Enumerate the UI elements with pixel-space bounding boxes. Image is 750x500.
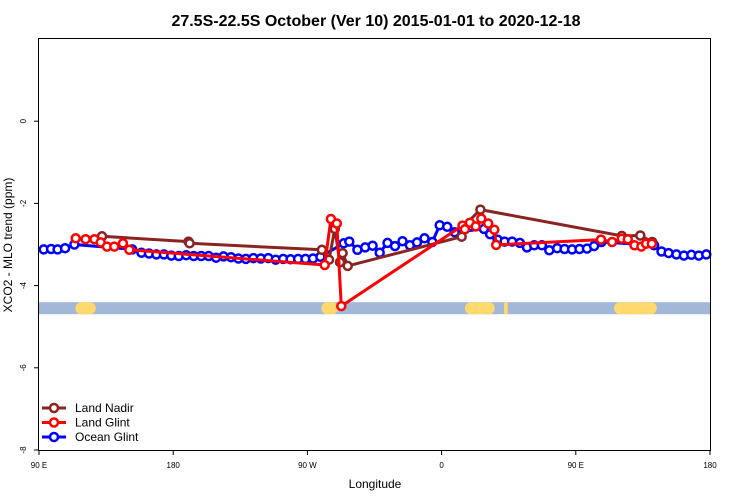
point-land-glint-16 <box>476 213 487 224</box>
point-ocean-glint-42 <box>419 233 430 244</box>
point-ocean-glint-41 <box>411 237 423 248</box>
chart-title: 27.5S-22.5S October (Ver 10) 2015-01-01 … <box>171 13 580 30</box>
legend-label-ocean-glint: Ocean Glint <box>75 430 139 444</box>
legend-marker-land-nadir <box>48 402 60 414</box>
plot-frame <box>38 38 711 451</box>
point-ocean-glint-45 <box>441 221 453 233</box>
x-axis: 90 E 180 90 W 0 90 E 180 <box>31 450 717 470</box>
land-segment-3 <box>504 302 508 315</box>
x-tick-label-5: 180 <box>703 461 717 470</box>
point-land-glint-8 <box>319 259 330 271</box>
series-land-glint <box>70 213 658 312</box>
point-land-nadir-3 <box>316 244 328 256</box>
point-land-glint-23 <box>622 233 634 245</box>
point-land-nadir-11 <box>475 204 486 215</box>
series-land-nadir <box>96 204 658 272</box>
land-ocean-mask <box>39 302 710 315</box>
point-land-glint-13 <box>459 224 471 235</box>
y-axis: 0 -2 -4 -6 -8 <box>19 118 39 454</box>
legend-label-land-nadir: Land Nadir <box>75 401 134 415</box>
point-land-glint-15 <box>470 221 481 232</box>
point-ocean-glint-32 <box>344 236 355 247</box>
point-land-glint-11 <box>336 300 347 312</box>
point-ocean-glint-39 <box>397 235 408 247</box>
ocean-strip <box>39 302 710 315</box>
y-tick-label-2: -4 <box>19 281 28 289</box>
point-land-glint-10 <box>331 218 343 229</box>
point-land-glint-18 <box>489 224 500 235</box>
legend-label-land-glint: Land Glint <box>75 416 130 430</box>
series-layer <box>38 204 712 312</box>
x-tick-label-0: 90 E <box>31 461 47 470</box>
point-ocean-glint-71 <box>701 249 712 260</box>
x-axis-label: Longitude <box>349 477 402 491</box>
y-tick-label-1: -2 <box>19 199 28 207</box>
point-land-glint-1 <box>80 233 91 245</box>
x-tick-label-1: 180 <box>167 461 181 470</box>
point-land-glint-17 <box>482 218 494 229</box>
x-tick-label-4: 90 E <box>568 461 584 470</box>
y-tick-label-3: -6 <box>19 364 28 372</box>
point-ocean-glint-38 <box>389 240 401 252</box>
point-land-nadir-8 <box>342 260 353 272</box>
point-ocean-glint-3 <box>59 242 71 254</box>
land-segment-1 <box>321 302 339 315</box>
point-ocean-glint-35 <box>367 240 378 251</box>
land-segment-2 <box>464 302 495 315</box>
point-land-nadir-13 <box>635 230 646 241</box>
point-land-glint-21 <box>606 236 618 248</box>
point-land-glint-20 <box>595 234 607 245</box>
point-ocean-glint-62 <box>588 240 600 252</box>
legend-marker-ocean-glint <box>48 431 60 443</box>
land-segment-0 <box>75 302 96 315</box>
point-land-glint-7 <box>124 244 135 256</box>
point-land-glint-6 <box>117 238 129 249</box>
y-axis-label: XCO2 - MLO trend (ppm) <box>1 178 15 313</box>
point-land-glint-19 <box>490 239 502 251</box>
point-land-glint-27 <box>646 238 658 249</box>
y-tick-label-4: -8 <box>19 446 28 454</box>
point-land-nadir-2 <box>184 238 195 249</box>
x-tick-label-2: 90 W <box>298 461 317 470</box>
x-tick-label-3: 0 <box>439 461 444 470</box>
legend-marker-land-glint <box>48 417 60 428</box>
point-land-glint-0 <box>70 233 81 244</box>
land-segment-4 <box>614 302 657 315</box>
point-land-glint-5 <box>109 241 120 252</box>
y-tick-label-0: 0 <box>19 118 28 123</box>
